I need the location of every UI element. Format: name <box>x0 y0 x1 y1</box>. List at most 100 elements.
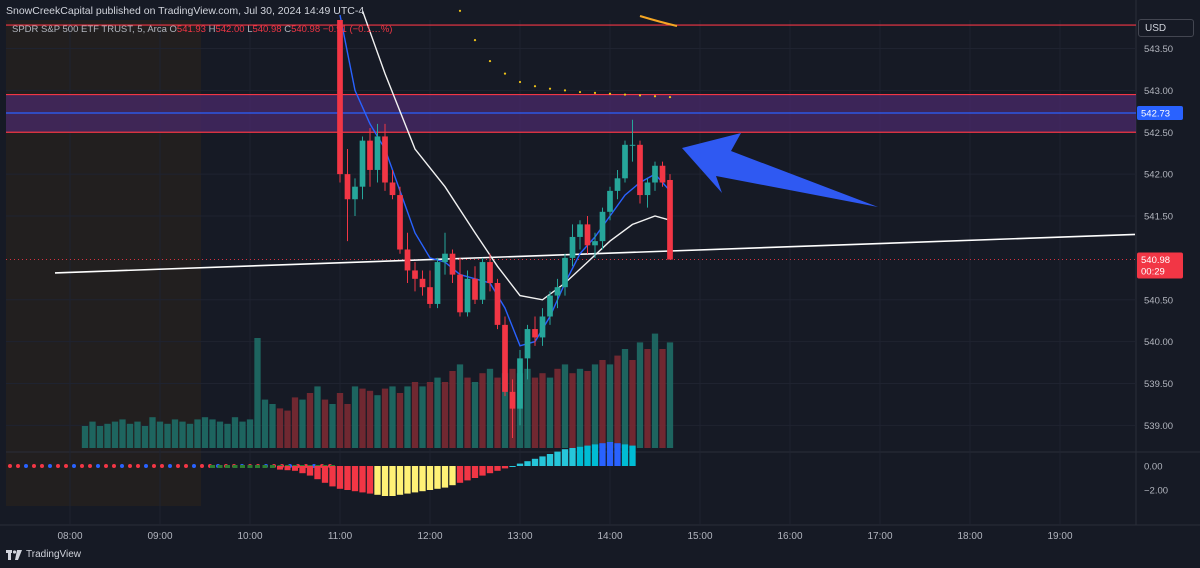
indicator-bar <box>584 445 591 466</box>
volume-bar <box>164 423 171 448</box>
indicator-dot <box>112 464 116 468</box>
price-tick-label: 540.50 <box>1144 295 1173 306</box>
orange-average-segment <box>639 15 678 27</box>
indicator-bar <box>359 466 366 493</box>
indicator-bar <box>336 466 344 489</box>
indicator-bar <box>471 466 479 478</box>
symbol-name[interactable]: SPDR S&P 500 ETF TRUST, 5, Arca <box>12 24 167 35</box>
volume-bar <box>659 349 666 448</box>
last-price-badge-bg <box>1137 252 1183 279</box>
volume-bar <box>404 386 411 448</box>
volume-bar <box>554 368 561 448</box>
candle-body <box>637 144 643 196</box>
indicator-bar <box>270 465 275 468</box>
volume-bar <box>644 349 651 448</box>
indicator-dot <box>8 464 12 468</box>
price-tick-label: 539.50 <box>1144 379 1173 390</box>
publisher-line: SnowCreekCapital published on TradingVie… <box>6 5 365 17</box>
volume-bar <box>96 426 104 448</box>
volume-bar <box>539 373 546 448</box>
countdown-badge: 00:29 <box>1141 267 1165 278</box>
candle-body <box>592 241 598 246</box>
low-value: 540.98 <box>252 24 282 35</box>
indicator-dot <box>56 464 60 468</box>
close-value: 540.98 <box>291 24 321 35</box>
indicator-bar <box>299 466 306 474</box>
volume-bar <box>366 390 374 448</box>
indicator-bar <box>232 465 238 468</box>
indicator-dot <box>96 464 100 468</box>
volume-bar <box>359 388 366 448</box>
volume-bar <box>321 399 329 448</box>
indicator-bar <box>554 451 561 466</box>
candle-body <box>652 165 658 183</box>
volume-bar <box>104 423 111 448</box>
time-tick-label: 09:00 <box>147 531 172 542</box>
volume-bar <box>246 419 254 448</box>
indicator-dot <box>168 464 172 468</box>
volume-bar <box>119 419 126 448</box>
axis-labels: 08:00 09:00 10:00 11:00 12:00 13:00 14:00 15:00… <box>57 44 1183 542</box>
blue-arrow-shape[interactable] <box>682 133 878 207</box>
candle-body <box>479 262 486 300</box>
volume-bar <box>291 397 299 448</box>
vwap-dot <box>668 95 672 99</box>
candle-body <box>419 278 426 288</box>
currency-button[interactable]: USD <box>1138 19 1194 37</box>
candle-body <box>397 195 403 250</box>
candle-body <box>472 278 478 300</box>
indicator-dot <box>64 464 68 468</box>
candle-body <box>389 182 396 196</box>
volume-bar <box>179 421 186 448</box>
vwap-dot <box>653 95 657 98</box>
candle-body <box>449 253 456 275</box>
time-tick-label: 14:00 <box>597 531 622 542</box>
candle-body <box>644 182 651 196</box>
indicator-dot <box>120 464 124 468</box>
time-tick-label: 13:00 <box>507 531 532 542</box>
close-label: C <box>284 24 292 35</box>
candle-body <box>607 190 613 212</box>
indicator-histogram <box>8 442 636 496</box>
candle-body <box>367 140 373 170</box>
indicator-bar <box>509 466 516 467</box>
volume-bar <box>141 426 149 448</box>
last-price-badge: 540.98 <box>1141 255 1170 266</box>
volume-bar <box>156 421 164 448</box>
candle-body <box>374 136 381 170</box>
annotation-arrow[interactable] <box>682 133 878 207</box>
premarket-shade <box>6 20 201 506</box>
indicator-bar <box>255 465 260 468</box>
candle-body <box>517 358 523 409</box>
indicator-bar <box>546 454 554 466</box>
indicator-dot <box>192 464 196 468</box>
time-tick-label: 08:00 <box>57 531 82 542</box>
candle-body <box>532 329 538 338</box>
volume-bar <box>149 417 156 448</box>
price-tick-label: 542.50 <box>1144 128 1173 139</box>
volume-bar <box>426 382 434 448</box>
symbol-legend[interactable]: SPDR S&P 500 ETF TRUST, 5, Arca O541.93 … <box>12 24 392 35</box>
indicator-bar <box>404 466 411 494</box>
time-tick-label: 16:00 <box>777 531 802 542</box>
slow-moving-average-line <box>361 10 671 301</box>
candle-body <box>487 262 493 283</box>
tradingview-branding[interactable]: TradingView <box>6 549 81 560</box>
volume-bar <box>314 386 321 448</box>
indicator-bar <box>539 456 546 466</box>
volume-bar <box>636 342 644 448</box>
volume-bar <box>419 386 426 448</box>
volume-bar <box>381 388 389 448</box>
volume-bar <box>584 371 591 448</box>
vwap-dot <box>578 90 582 94</box>
indicator-dot <box>128 464 132 468</box>
indicator-bar <box>464 466 471 481</box>
volume-bar <box>561 364 569 448</box>
indicator-bar <box>314 466 321 480</box>
time-tick-label: 15:00 <box>687 531 712 542</box>
volume-bar <box>201 417 209 448</box>
vwap-dot <box>533 85 537 88</box>
low-label: L <box>247 24 253 35</box>
indicator-dot <box>24 464 28 468</box>
